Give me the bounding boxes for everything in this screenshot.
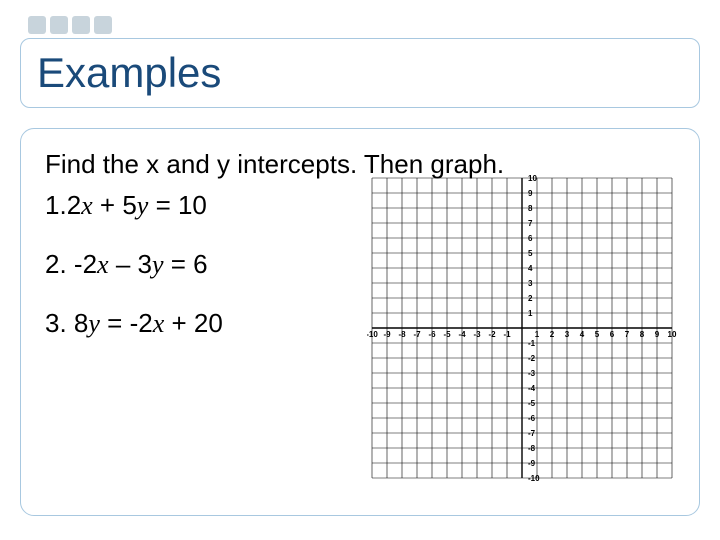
svg-text:2: 2 (550, 330, 555, 339)
problem-var: x (97, 250, 109, 279)
svg-text:-10: -10 (528, 474, 540, 483)
title-box: Examples (20, 38, 700, 108)
decor-square (94, 16, 112, 34)
svg-text:5: 5 (595, 330, 600, 339)
problem-var: y (152, 250, 164, 279)
svg-text:10: 10 (668, 330, 677, 339)
decor-square (72, 16, 90, 34)
problem-number: 3. (45, 308, 67, 338)
svg-text:-9: -9 (383, 330, 391, 339)
coordinate-grid: -10-9-8-7-6-5-4-3-2-11234567891010987654… (367, 173, 677, 483)
svg-text:1: 1 (528, 309, 533, 318)
svg-text:6: 6 (610, 330, 615, 339)
svg-text:-4: -4 (528, 384, 536, 393)
decor-square (50, 16, 68, 34)
svg-text:10: 10 (528, 174, 537, 183)
decor-square (28, 16, 46, 34)
slide: Examples Find the x and y intercepts. Th… (0, 0, 720, 540)
grid-svg: -10-9-8-7-6-5-4-3-2-11234567891010987654… (367, 173, 677, 483)
svg-text:2: 2 (528, 294, 533, 303)
svg-text:-8: -8 (398, 330, 406, 339)
svg-text:-5: -5 (528, 399, 536, 408)
problem-text: + 20 (164, 308, 223, 338)
svg-text:-3: -3 (528, 369, 536, 378)
svg-text:-2: -2 (488, 330, 496, 339)
problem-text: 8 (74, 308, 88, 338)
svg-text:-1: -1 (528, 339, 536, 348)
svg-text:3: 3 (528, 279, 533, 288)
problem-number: 1. (45, 190, 67, 220)
svg-text:-7: -7 (528, 429, 536, 438)
svg-text:-6: -6 (428, 330, 436, 339)
svg-text:-7: -7 (413, 330, 421, 339)
svg-text:1: 1 (535, 330, 540, 339)
svg-text:5: 5 (528, 249, 533, 258)
svg-text:7: 7 (528, 219, 533, 228)
problem-var: x (81, 191, 93, 220)
svg-text:4: 4 (580, 330, 585, 339)
svg-text:-10: -10 (367, 330, 378, 339)
problem-text: -2 (74, 249, 97, 279)
problem-var: y (137, 191, 149, 220)
problem-text: = 6 (164, 249, 208, 279)
svg-text:4: 4 (528, 264, 533, 273)
svg-text:-1: -1 (503, 330, 511, 339)
problem-text: 2 (67, 190, 81, 220)
problem-text: – 3 (109, 249, 152, 279)
svg-text:8: 8 (528, 204, 533, 213)
svg-text:-9: -9 (528, 459, 536, 468)
svg-text:-2: -2 (528, 354, 536, 363)
svg-text:9: 9 (655, 330, 660, 339)
svg-text:-6: -6 (528, 414, 536, 423)
svg-text:7: 7 (625, 330, 630, 339)
svg-text:9: 9 (528, 189, 533, 198)
problem-number: 2. (45, 249, 67, 279)
problem-text: = -2 (100, 308, 153, 338)
title-decor (28, 16, 112, 34)
problem-text: + 5 (93, 190, 137, 220)
problem-var: x (153, 309, 165, 338)
svg-text:-8: -8 (528, 444, 536, 453)
svg-text:-5: -5 (443, 330, 451, 339)
svg-text:-4: -4 (458, 330, 466, 339)
problem-var: y (88, 309, 100, 338)
svg-text:8: 8 (640, 330, 645, 339)
svg-text:-3: -3 (473, 330, 481, 339)
slide-title: Examples (37, 49, 221, 97)
svg-text:6: 6 (528, 234, 533, 243)
svg-text:3: 3 (565, 330, 570, 339)
content-box: Find the x and y intercepts. Then graph.… (20, 128, 700, 516)
problem-text: = 10 (148, 190, 207, 220)
